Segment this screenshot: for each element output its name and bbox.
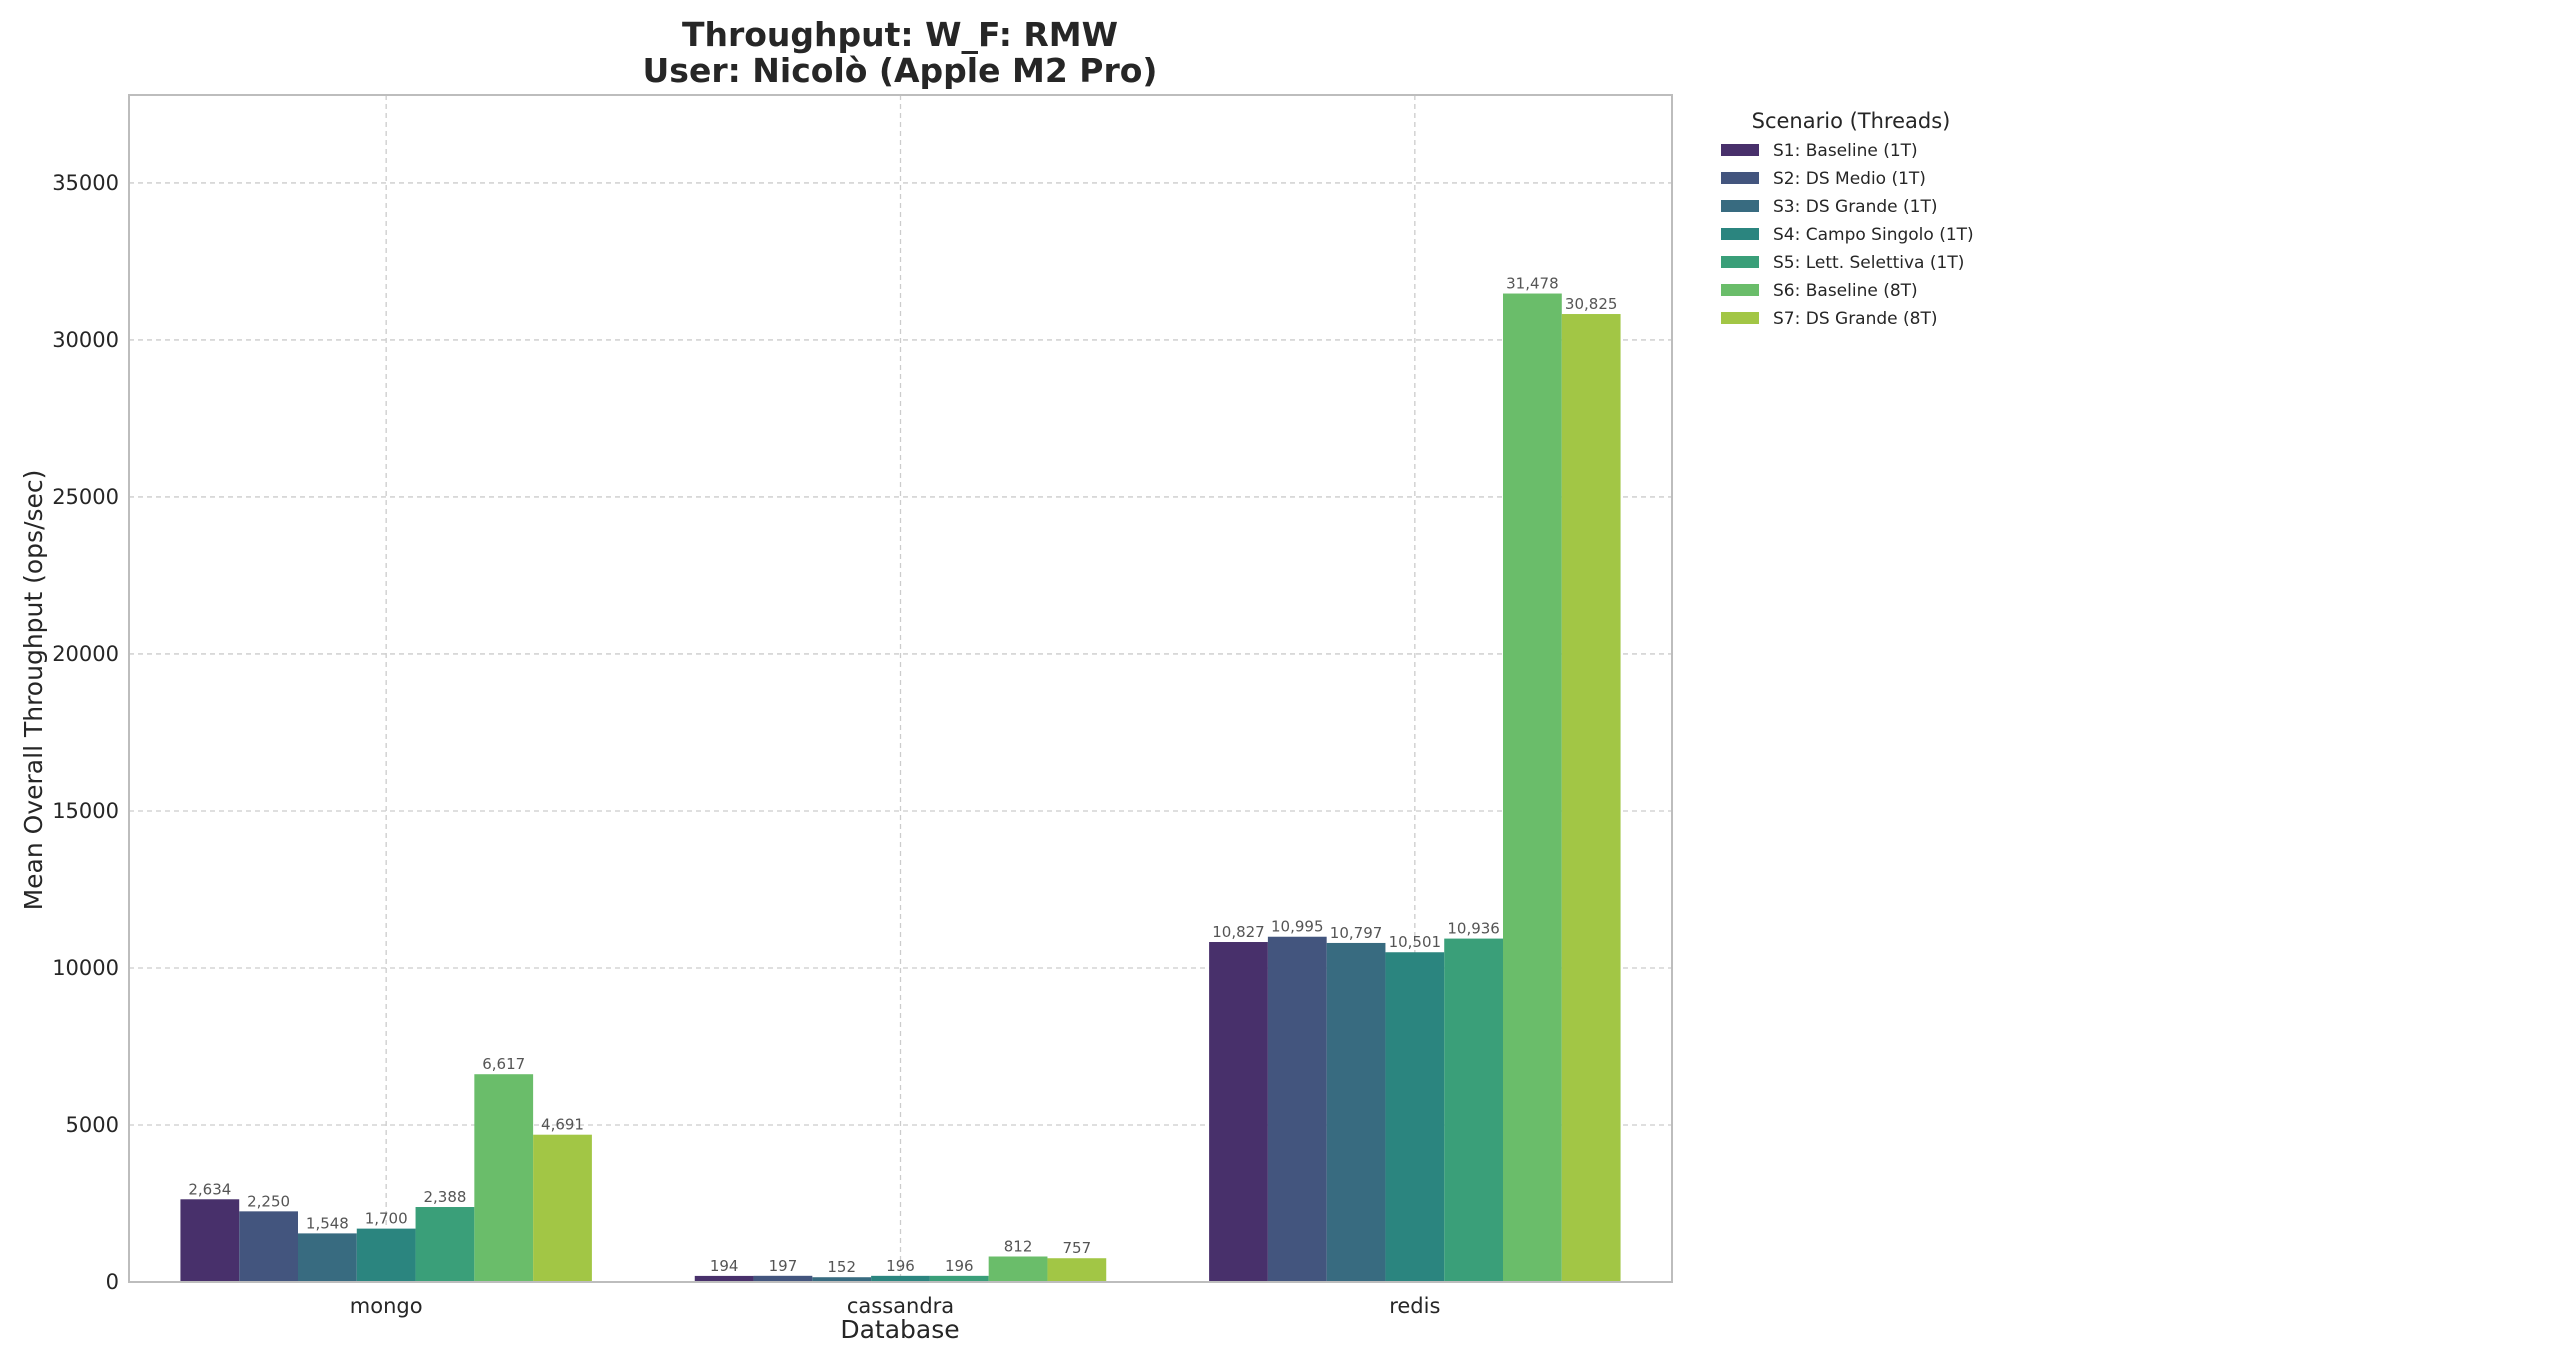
y-tick-label: 0 — [106, 1270, 119, 1294]
data-labels: 2,634 194 10,827 2,250 197 10,995 1,548 152 10,7… — [188, 275, 1617, 1277]
x-tick-label: cassandra — [847, 1294, 954, 1318]
bar — [929, 1275, 989, 1282]
bar-value-label: 757 — [1063, 1239, 1092, 1257]
bar — [1561, 314, 1621, 1282]
bar-value-label: 2,388 — [423, 1188, 466, 1206]
chart-title: Throughput: W_F: RMW — [682, 15, 1118, 54]
bar-value-label: 196 — [945, 1257, 974, 1275]
y-axis-ticks: 0 5000 10000 15000 20000 25000 30000 35000 — [52, 171, 119, 1294]
bar-value-label: 4,691 — [541, 1116, 584, 1134]
x-axis-ticks: mongo cassandra redis — [350, 1294, 1441, 1318]
bar-value-label: 194 — [710, 1257, 739, 1275]
y-tick-label: 35000 — [52, 171, 119, 195]
y-tick-label: 10000 — [52, 956, 119, 980]
legend-item-label: S4: Campo Singolo (1T) — [1773, 225, 1974, 245]
bar-value-label: 10,797 — [1330, 924, 1383, 942]
legend-item-label: S5: Lett. Selettiva (1T) — [1773, 253, 1964, 273]
bar — [1047, 1258, 1107, 1282]
legend-item-label: S3: DS Grande (1T) — [1773, 197, 1938, 217]
bars — [180, 293, 1621, 1282]
bar — [753, 1275, 813, 1282]
bar-value-label: 31,478 — [1506, 275, 1559, 293]
legend-swatch — [1721, 284, 1759, 296]
bar — [297, 1233, 357, 1282]
bar-value-label: 10,995 — [1271, 918, 1324, 936]
bar — [694, 1275, 754, 1282]
legend-swatch — [1721, 144, 1759, 156]
bar-value-label: 152 — [827, 1258, 856, 1276]
bar-value-label: 10,501 — [1389, 933, 1442, 951]
y-tick-label: 20000 — [52, 642, 119, 666]
chart-subtitle: User: Nicolò (Apple M2 Pro) — [643, 51, 1158, 90]
x-axis-label: Database — [840, 1315, 959, 1344]
y-tick-label: 25000 — [52, 485, 119, 509]
bar — [1326, 942, 1386, 1282]
bar — [1385, 952, 1445, 1282]
legend: Scenario (Threads) S1: Baseline (1T) S2: … — [1721, 109, 1974, 329]
legend-title: Scenario (Threads) — [1752, 109, 1951, 133]
x-tick-label: redis — [1389, 1294, 1440, 1318]
legend-item-label: S7: DS Grande (8T) — [1773, 309, 1938, 329]
bar-value-label: 10,827 — [1212, 923, 1265, 941]
bar-value-label: 10,936 — [1447, 920, 1500, 938]
bar — [239, 1211, 298, 1282]
legend-swatch — [1721, 312, 1759, 324]
bar — [1209, 942, 1268, 1282]
bar-value-label: 196 — [886, 1257, 915, 1275]
bar-value-label: 197 — [769, 1257, 798, 1275]
bar-value-label: 812 — [1004, 1238, 1033, 1256]
bar-value-label: 2,250 — [247, 1192, 290, 1210]
y-tick-label: 30000 — [52, 328, 119, 352]
bar — [1267, 936, 1327, 1282]
bar — [871, 1275, 930, 1282]
bar-value-label: 6,617 — [482, 1055, 525, 1073]
x-tick-label: mongo — [350, 1294, 423, 1318]
bar — [356, 1228, 416, 1282]
y-tick-label: 15000 — [52, 799, 119, 823]
bar — [533, 1134, 592, 1282]
bar-value-label: 1,548 — [306, 1214, 349, 1232]
plot-frame — [128, 94, 1673, 1283]
bar-value-label: 1,700 — [365, 1210, 408, 1228]
bar — [812, 1277, 872, 1282]
bar — [1444, 938, 1504, 1282]
legend-item-label: S2: DS Medio (1T) — [1773, 169, 1926, 189]
bar — [474, 1074, 534, 1282]
legend-swatch — [1721, 256, 1759, 268]
bar — [988, 1256, 1048, 1282]
bar-value-label: 2,634 — [188, 1180, 231, 1198]
legend-swatch — [1721, 228, 1759, 240]
y-tick-label: 5000 — [66, 1113, 119, 1137]
legend-item-label: S6: Baseline (8T) — [1773, 281, 1918, 301]
bar — [180, 1199, 240, 1282]
legend-swatch — [1721, 172, 1759, 184]
bar — [415, 1207, 475, 1282]
legend-item-label: S1: Baseline (1T) — [1773, 141, 1918, 161]
legend-swatch — [1721, 200, 1759, 212]
y-axis-label: Mean Overall Throughput (ops/sec) — [19, 470, 48, 911]
bar-value-label: 30,825 — [1565, 295, 1618, 313]
bar — [1503, 293, 1562, 1282]
